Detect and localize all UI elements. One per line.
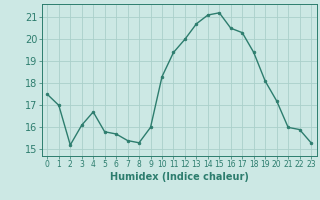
X-axis label: Humidex (Indice chaleur): Humidex (Indice chaleur) <box>110 172 249 182</box>
